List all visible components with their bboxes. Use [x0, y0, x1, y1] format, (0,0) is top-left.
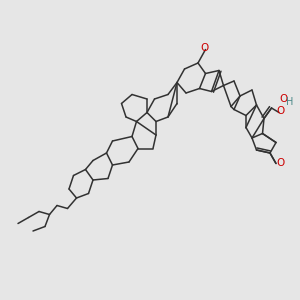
Text: H: H — [286, 97, 293, 107]
Text: O: O — [276, 158, 285, 169]
Text: O: O — [276, 106, 285, 116]
Text: O: O — [279, 94, 288, 104]
Text: O: O — [200, 43, 208, 53]
